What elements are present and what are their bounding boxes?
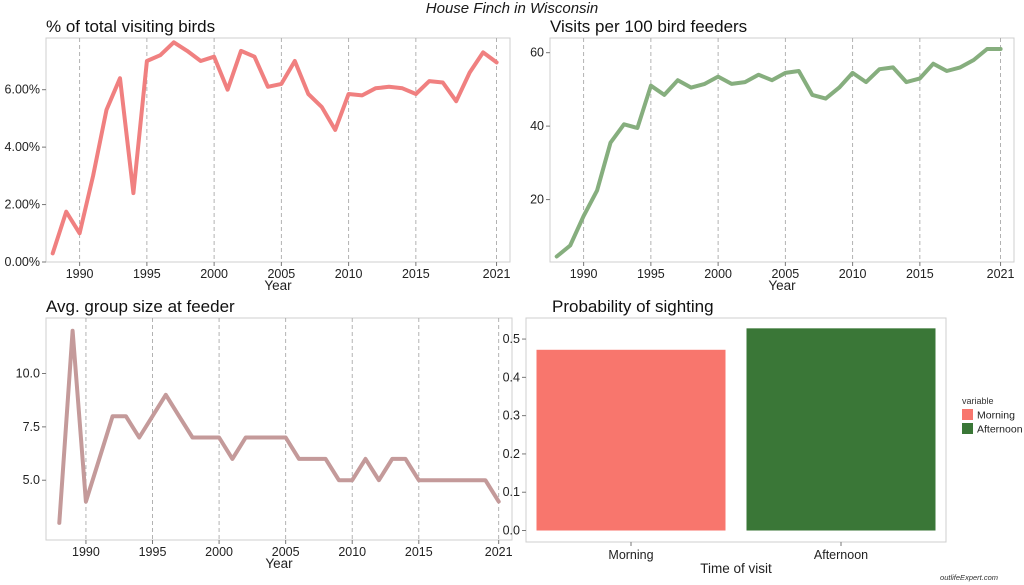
y-tick-label: 7.5	[23, 420, 40, 434]
x-tick-label: 1995	[637, 267, 665, 281]
y-tick-label: 20	[530, 193, 544, 207]
x-tick-label: 2010	[839, 267, 867, 281]
y-tick-label: 0.3	[503, 409, 520, 423]
chart-title: Avg. group size at feeder	[46, 297, 235, 316]
legend-label: Morning	[977, 410, 1015, 422]
chart-title: % of total visiting birds	[46, 17, 215, 36]
plot-frame	[45, 37, 511, 263]
x-tick-label: 2000	[205, 545, 233, 559]
x-axis-label: Year	[768, 278, 796, 293]
x-tick-label: 2000	[704, 267, 732, 281]
series-line	[554, 47, 1003, 259]
y-tick-label: 0.0	[503, 524, 520, 538]
figure-title: House Finch in Wisconsin	[425, 0, 599, 17]
legend-label: Afternoon	[977, 424, 1023, 436]
x-tick-label: 2005	[272, 545, 300, 559]
chart-visits-per-100: Visits per 100 bird feeders 1990 1995 2000 2…	[530, 17, 1015, 293]
x-tick-label: 2005	[267, 267, 295, 281]
legend-swatch	[962, 409, 973, 420]
chart-group-size: Avg. group size at feeder 1990 1995 2000 200…	[16, 297, 513, 571]
x-tick-label: 2000	[200, 267, 228, 281]
x-tick-label: 2021	[485, 545, 513, 559]
legend-swatch	[962, 423, 973, 434]
y-tick-label: 5.0	[23, 473, 40, 487]
x-tick-label: 1995	[139, 545, 167, 559]
x-tick-label: 1990	[570, 267, 598, 281]
x-axis-label: Year	[264, 278, 292, 293]
x-tick-label: 2015	[405, 545, 433, 559]
y-tick-label: 6.00%	[5, 83, 40, 97]
x-tick-label: 2005	[771, 267, 799, 281]
y-tick-label: 0.1	[503, 485, 520, 499]
x-axis-label: Time of visit	[700, 561, 772, 576]
x-axis-label: Year	[265, 556, 293, 571]
bar-morning	[536, 349, 726, 531]
chart-title: Visits per 100 bird feeders	[550, 17, 747, 36]
x-tick-label: 2015	[402, 267, 430, 281]
chart-title: Probability of sighting	[552, 297, 714, 316]
x-tick-label: 1990	[66, 267, 94, 281]
y-tick-label: 4.00%	[5, 140, 40, 154]
series-line	[50, 40, 499, 256]
y-tick-label: 2.00%	[5, 198, 40, 212]
x-tick-label: 1990	[72, 545, 100, 559]
x-tick-label: 2015	[906, 267, 934, 281]
x-tick-label: Afternoon	[814, 548, 868, 562]
x-tick-label: 2021	[987, 267, 1015, 281]
y-tick-label: 0.2	[503, 447, 520, 461]
y-tick-label: 10.0	[16, 367, 40, 381]
legend-title: variable	[962, 396, 994, 406]
x-tick-label: 2010	[338, 545, 366, 559]
x-tick-label: Morning	[608, 548, 653, 562]
x-tick-label: 1995	[133, 267, 161, 281]
y-tick-label: 0.00%	[5, 255, 40, 269]
y-tick-label: 60	[530, 46, 544, 60]
bar-afternoon	[746, 328, 936, 531]
chart-probability-sighting: Probability of sighting 0.0 0.1 0.2 0.3 0.4 0.…	[503, 297, 1023, 576]
y-tick-label: 40	[530, 119, 544, 133]
chart-percent-visiting: % of total visiting birds 1990 1995 2000 200…	[5, 17, 511, 293]
watermark-text: outlifeExpert.com	[940, 573, 998, 582]
x-tick-label: 2021	[483, 267, 511, 281]
y-tick-label: 0.5	[503, 332, 520, 346]
series-line	[57, 328, 501, 525]
x-tick-label: 2010	[335, 267, 363, 281]
plot-frame	[45, 317, 513, 541]
y-tick-label: 0.4	[503, 370, 520, 384]
